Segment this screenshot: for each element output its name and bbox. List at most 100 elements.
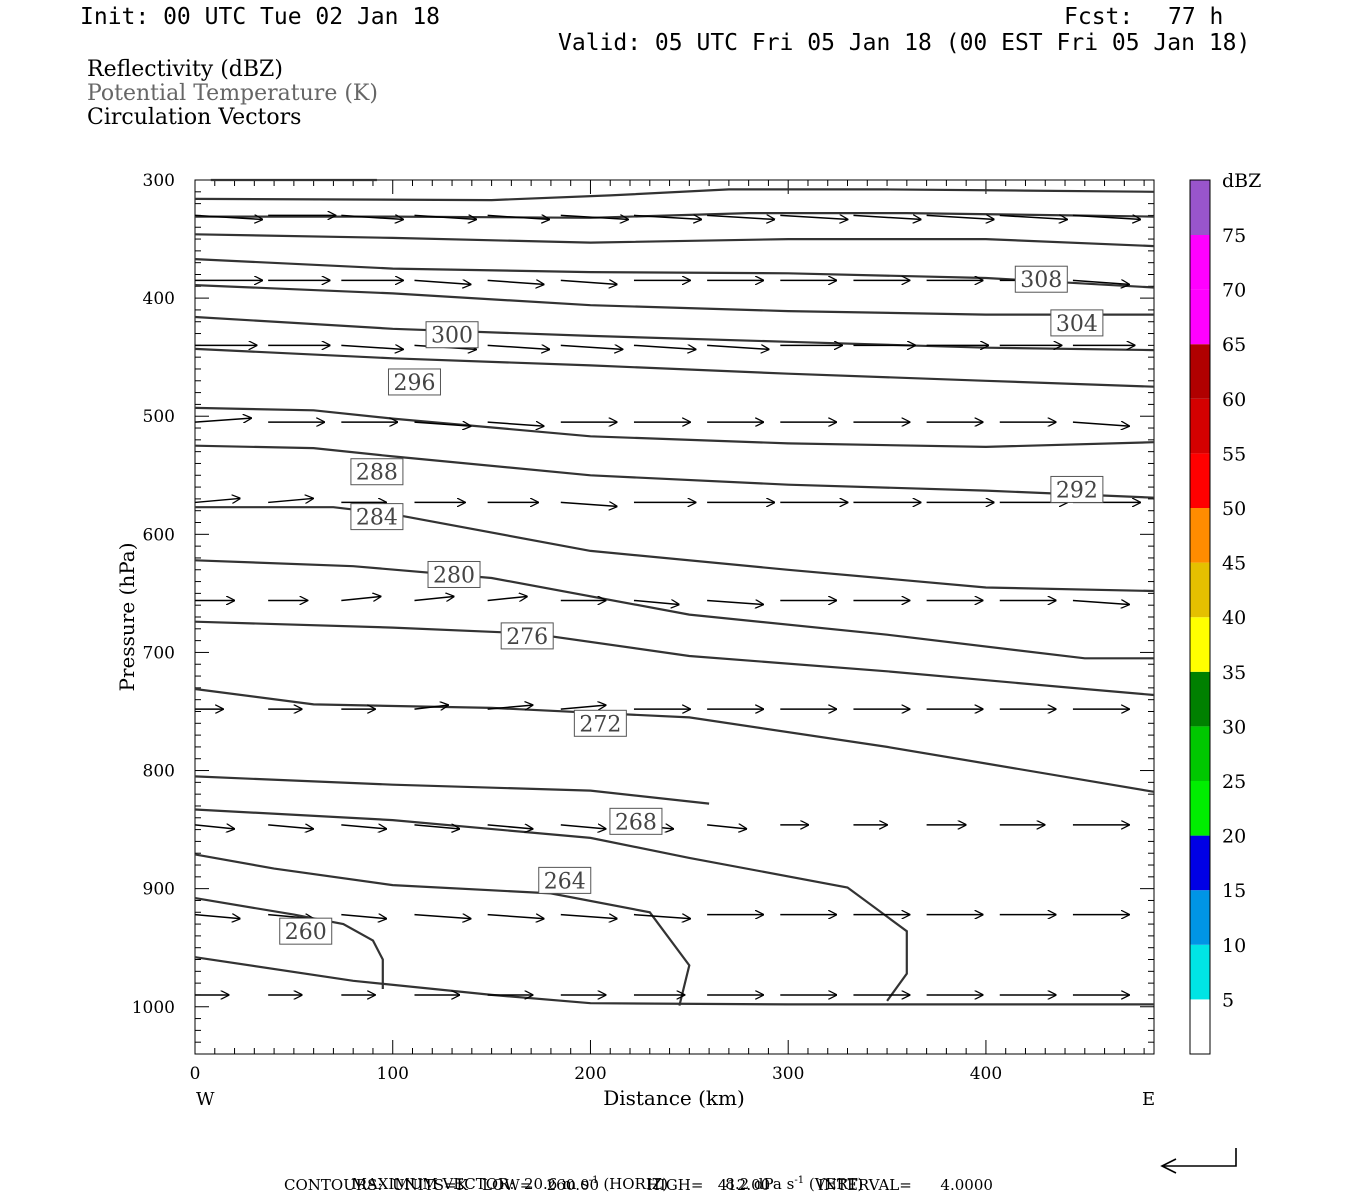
circulation-vector	[560, 915, 617, 919]
colorbar-segment	[1190, 835, 1210, 891]
colorbar-frame	[1189, 179, 1211, 1055]
circulation-vector	[633, 345, 696, 349]
theta-contour	[194, 897, 384, 989]
circulation-vector	[414, 915, 470, 919]
theta-contour	[194, 687, 1155, 793]
colorbar-segment	[1190, 508, 1210, 563]
circulation-vector	[707, 215, 774, 219]
max-horizontal: 20.6 m s	[523, 1175, 589, 1193]
circulation-vector	[487, 345, 550, 349]
circulation-vector	[341, 915, 386, 919]
circulation-vector	[487, 280, 544, 284]
colorbar-segment	[1190, 235, 1210, 290]
circulation-vector	[1072, 280, 1129, 284]
colorbar-label: 50	[1222, 498, 1246, 520]
contour-label-box	[279, 917, 333, 945]
circulation-vector	[633, 600, 679, 604]
circulation-vector	[341, 215, 403, 219]
colorbar-segment	[1190, 289, 1210, 345]
x-tick-label: 400	[970, 1064, 1002, 1084]
circulation-vector	[1072, 215, 1140, 219]
valid-time: Valid: 05 UTC Fri 05 Jan 18 (00 EST Fri …	[558, 30, 1251, 56]
circulation-vector	[414, 825, 459, 829]
circulation-vector	[853, 215, 920, 219]
y-tick-label: 900	[143, 880, 175, 900]
x-tick-label: 200	[574, 1064, 606, 1084]
colorbar-label: 35	[1222, 662, 1246, 684]
circulation-vector	[560, 825, 606, 829]
circulation-vector	[487, 915, 544, 919]
circulation-vector	[560, 215, 628, 219]
y-tick-label: 300	[143, 171, 175, 191]
contour-label-box	[1050, 309, 1104, 337]
init-time: Init: 00 UTC Tue 02 Jan 18	[80, 4, 441, 30]
circulation-vector	[560, 502, 617, 506]
theta-contour	[194, 956, 1154, 1006]
colorbar-segment	[1190, 344, 1210, 399]
circulation-vector	[1072, 600, 1129, 604]
circulation-vector	[194, 915, 240, 919]
contour-label: 304	[1056, 312, 1098, 337]
circulation-vector	[341, 345, 403, 349]
colorbar-label: 65	[1222, 334, 1246, 356]
theta-contour	[194, 808, 908, 1002]
circulation-vector	[707, 825, 746, 829]
max-vertical: 8.2 dPa s	[725, 1175, 795, 1193]
colorbar-segment	[1190, 726, 1210, 781]
circulation-vector	[194, 215, 262, 219]
legend-reflectivity: Reflectivity (dBZ)	[87, 57, 283, 82]
contour-label: 284	[356, 506, 398, 531]
theta-contour	[194, 258, 1155, 289]
y-tick-label: 700	[143, 643, 175, 663]
circulation-vector	[999, 215, 1067, 219]
circulation-vector	[194, 498, 240, 502]
contour-label: 308	[1020, 268, 1062, 293]
forecast-hour: 77 h	[1168, 4, 1224, 30]
colorbar-segment	[1190, 944, 1210, 1000]
contour-label-box	[350, 458, 404, 486]
y-tick-label: 600	[143, 525, 175, 545]
circulation-vector	[707, 345, 769, 349]
y-tick-label: 400	[143, 289, 175, 309]
colorbar-unit: dBZ	[1222, 170, 1261, 192]
colorbar-segment	[1190, 890, 1210, 945]
colorbar-label: 45	[1222, 553, 1246, 575]
circulation-vector	[487, 825, 533, 829]
circulation-vector	[414, 280, 470, 284]
contour-label: 296	[393, 371, 435, 396]
contour-label: 268	[615, 810, 657, 835]
contour-label-box	[1050, 475, 1104, 503]
x-axis-label: Distance (km)	[603, 1086, 745, 1110]
colorbar-label: 60	[1222, 389, 1246, 411]
max-vector-line: MAXIMUM VECTOR: 20.6 m s-1 (HORIZ) 8.2 d…	[351, 1175, 864, 1193]
circulation-vector	[268, 825, 313, 829]
colorbar-segment	[1190, 562, 1210, 618]
contour-label: 260	[285, 920, 327, 945]
contour-label: 300	[431, 324, 473, 349]
legend-circulation-vectors: Circulation Vectors	[87, 105, 302, 130]
circulation-vector	[194, 418, 251, 422]
west-label: W	[196, 1089, 215, 1110]
colorbar-label: 5	[1222, 989, 1234, 1011]
contour-label: 280	[433, 563, 475, 588]
theta-contour	[194, 620, 1155, 697]
circulation-vector	[341, 825, 386, 829]
contours-info: CONTOURS: UNITS=K LOW= 260.00 HIGH= 412.…	[284, 1176, 993, 1194]
contour-label-box	[350, 503, 404, 531]
colorbar-label: 15	[1222, 880, 1246, 902]
circulation-vector	[487, 596, 527, 600]
theta-contour	[194, 315, 1155, 352]
circulation-vector	[487, 422, 544, 426]
y-tick-label: 1000	[132, 998, 175, 1018]
circulation-vector	[414, 215, 476, 219]
y-axis-label: Pressure (hPa)	[115, 543, 139, 692]
forecast-label: Fcst:	[1064, 4, 1134, 30]
colorbar-segment	[1190, 180, 1210, 235]
colorbar-label: 55	[1222, 443, 1246, 465]
contour-label-box	[500, 622, 554, 650]
circulation-vector	[414, 422, 470, 426]
max-vector-prefix: MAXIMUM VECTOR:	[351, 1175, 515, 1193]
theta-contour	[194, 284, 1154, 316]
circulation-vector	[414, 705, 448, 709]
